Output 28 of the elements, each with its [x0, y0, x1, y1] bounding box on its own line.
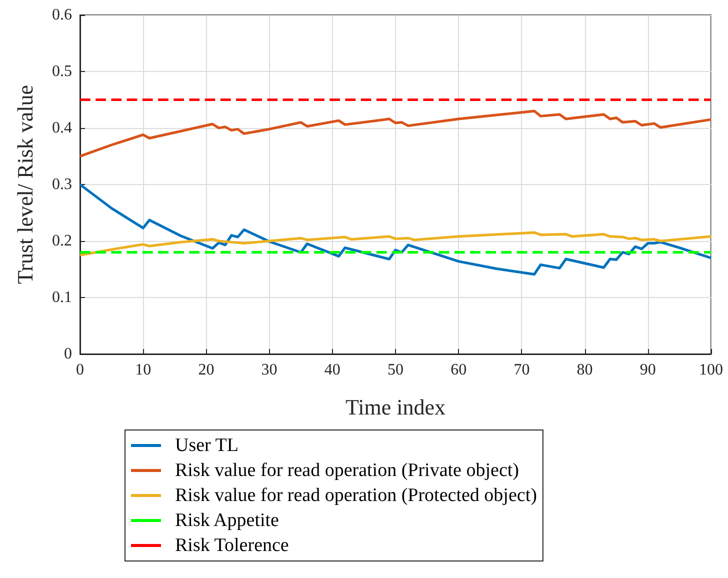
- y-tick-label: 0.6: [52, 6, 72, 24]
- line-series: [78, 183, 712, 276]
- x-tick-label: 0: [76, 362, 84, 378]
- y-tick-label: 0.4: [52, 120, 72, 136]
- x-tick-label: 50: [388, 362, 404, 378]
- legend-label: Risk Appetite: [175, 510, 279, 531]
- legend-label: Risk value for read operation (Protected object): [175, 485, 537, 506]
- line-series: [78, 110, 712, 158]
- x-tick-label: 60: [450, 362, 467, 378]
- y-axis-title: Trust level/ Risk value: [12, 84, 38, 284]
- x-tick-label: 90: [640, 362, 656, 378]
- legend-label: Risk value for read operation (Private object): [175, 460, 519, 481]
- x-tick-label: 80: [576, 362, 593, 378]
- y-tick-label: 0.1: [52, 289, 72, 306]
- x-tick-label: 70: [514, 362, 530, 378]
- x-axis-title: Time index: [345, 394, 446, 420]
- y-tick-label: 0.5: [52, 63, 72, 80]
- x-tick-label: 30: [261, 362, 278, 378]
- legend-label: User TL: [175, 435, 238, 456]
- line-series: [78, 231, 712, 256]
- x-tick-label: 10: [135, 362, 152, 378]
- x-tick-label: 100: [699, 362, 723, 378]
- y-tick-label: 0.3: [52, 176, 72, 193]
- y-tick-label: 0.2: [52, 232, 72, 250]
- legend-label: Risk Tolerence: [175, 535, 289, 556]
- x-tick-label: 40: [324, 362, 340, 378]
- x-tick-label: 20: [198, 362, 214, 378]
- y-tick-label: 0: [64, 346, 72, 362]
